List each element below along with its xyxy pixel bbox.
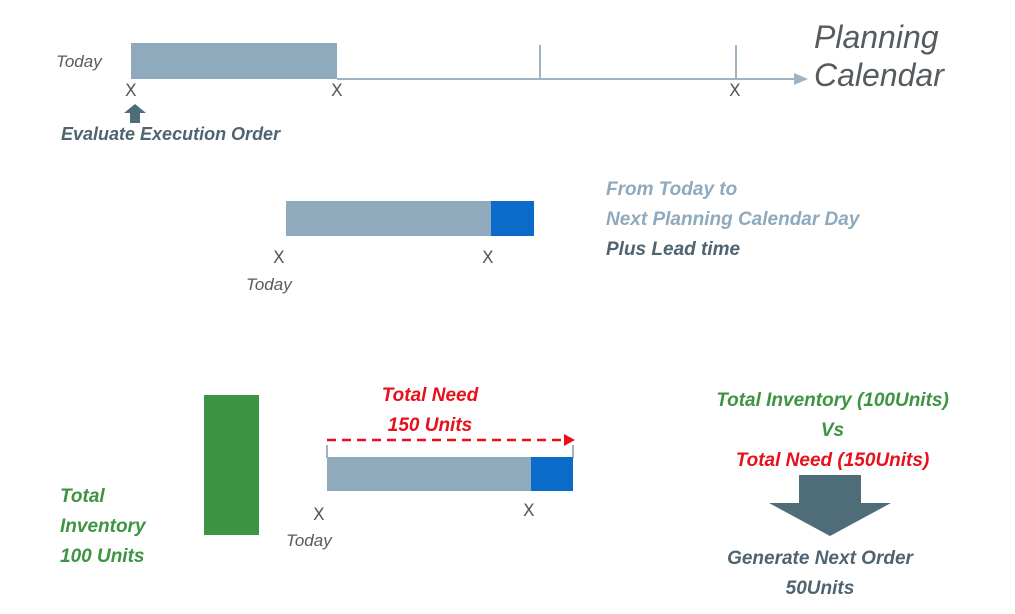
desc-line-2: Next Planning Calendar Day [606, 209, 860, 230]
lead-time-bar [491, 201, 534, 236]
result-line-1: Generate Next Order [727, 548, 913, 569]
today-label: Today [286, 531, 332, 550]
result-line-2: 50Units [785, 578, 855, 599]
today-marker: X [273, 248, 285, 268]
compare-line-3: Total Need (150Units) [735, 450, 930, 471]
today-label: Today [56, 52, 102, 71]
total-inventory-label: Total Inventory 100 Units [60, 482, 146, 572]
planning-calendar-title: Planning Calendar [814, 18, 944, 94]
up-arrow-icon [124, 104, 146, 123]
title-line-2: Calendar [814, 57, 944, 93]
evaluate-execution-order-label: Evaluate Execution Order [61, 124, 281, 144]
calendar-day-marker-2: X [729, 81, 741, 101]
total-need-label: Total Need 150 Units [350, 381, 510, 441]
need-line-2: 150 Units [387, 415, 473, 436]
calendar-day-marker: X [482, 248, 494, 268]
execution-period-bar [131, 43, 337, 79]
period-bar [286, 201, 491, 236]
inventory-line-1: Total [60, 486, 105, 507]
calendar-day-marker: X [523, 501, 535, 521]
calendar-day-marker-1: X [331, 81, 343, 101]
today-label: Today [246, 275, 292, 294]
comparison-label: Total Inventory (100Units) Vs Total Need… [690, 386, 975, 476]
need-line-1: Total Need [381, 385, 479, 406]
desc-line-1: From Today to [606, 179, 738, 200]
lead-time-bar [531, 457, 573, 491]
inventory-line-3: 100 Units [60, 546, 145, 567]
desc-line-3: Plus Lead time [606, 239, 741, 260]
today-marker: X [125, 81, 137, 101]
down-arrow-icon [769, 475, 891, 536]
generate-order-label: Generate Next Order 50Units [690, 544, 950, 604]
period-bar [327, 457, 531, 491]
inventory-line-2: Inventory [60, 516, 146, 537]
today-marker: X [313, 505, 325, 525]
title-line-1: Planning [814, 19, 939, 55]
lead-time-description: From Today to Next Planning Calendar Day… [606, 175, 859, 265]
compare-line-1: Total Inventory (100Units) [716, 390, 949, 411]
inventory-bar [204, 395, 259, 535]
compare-line-2: Vs [820, 420, 845, 441]
